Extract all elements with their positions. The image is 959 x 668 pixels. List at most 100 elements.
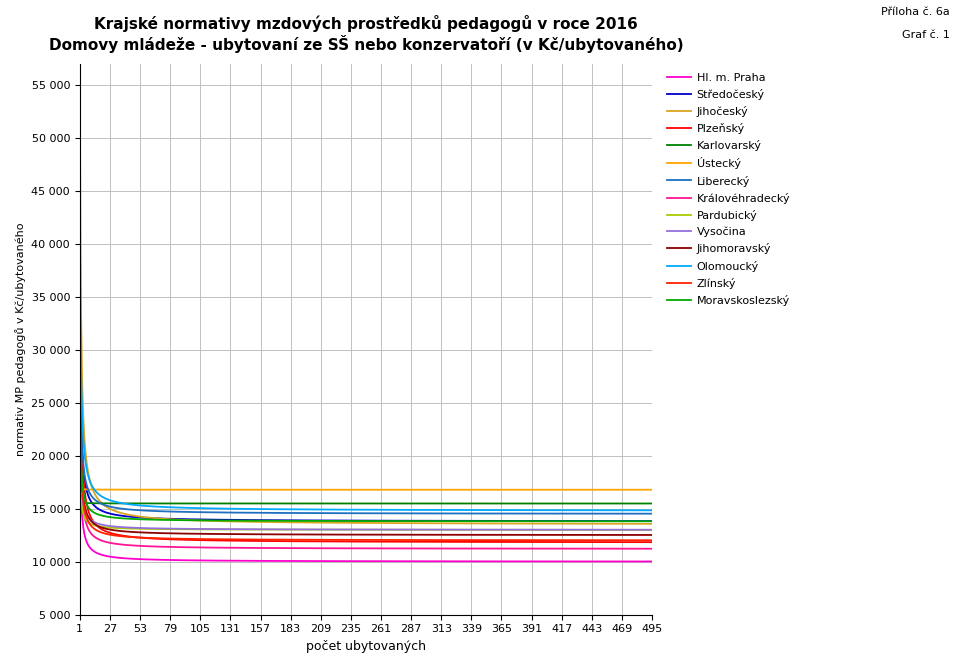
Středočeský — [130, 513, 142, 521]
Karlovarský — [172, 500, 183, 508]
Pardubický — [172, 525, 183, 533]
Královéhradecký — [646, 544, 658, 552]
Zlínský — [480, 536, 492, 544]
Plzeňský — [74, 272, 85, 280]
Jihočeský — [186, 516, 198, 524]
Karlovarský — [612, 500, 623, 508]
Jihočeský — [74, 92, 85, 100]
Jihočeský — [391, 519, 403, 527]
Hl. m. Praha — [186, 556, 198, 564]
Moravskoslezský — [646, 517, 658, 525]
Moravskoslezský — [612, 517, 623, 525]
Středočeský — [172, 515, 183, 523]
Pardubický — [130, 524, 142, 532]
Středočeský — [391, 517, 403, 525]
Liberecký — [186, 508, 198, 516]
Královéhradecký — [130, 542, 142, 550]
Jihomoravský — [74, 377, 85, 385]
Vysočina — [612, 526, 623, 534]
Ústecký — [130, 486, 142, 494]
Královéhradecký — [480, 544, 492, 552]
Pardubický — [391, 526, 403, 534]
Moravskoslezský — [186, 516, 198, 524]
Královéhradecký — [391, 544, 403, 552]
Plzeňský — [646, 538, 658, 546]
Karlovarský — [646, 500, 658, 508]
Plzeňský — [130, 533, 142, 541]
Line: Hl. m. Praha: Hl. m. Praha — [80, 424, 652, 562]
Královéhradecký — [172, 543, 183, 551]
Olomoucký — [74, 219, 85, 227]
Hl. m. Praha — [480, 557, 492, 565]
Olomoucký — [186, 504, 198, 512]
Královéhradecký — [186, 543, 198, 551]
Karlovarský — [480, 500, 492, 508]
Olomoucký — [646, 506, 658, 514]
Pardubický — [612, 526, 623, 534]
Ústecký — [391, 486, 403, 494]
Pardubický — [186, 525, 198, 533]
Zlínský — [74, 377, 85, 385]
Vysočina — [480, 526, 492, 534]
Line: Středočeský: Středočeský — [80, 307, 652, 521]
Line: Plzeňský: Plzeňský — [80, 276, 652, 542]
Line: Zlínský: Zlínský — [80, 381, 652, 540]
Středočeský — [612, 517, 623, 525]
Ústecký — [74, 484, 85, 492]
Jihočeský — [130, 512, 142, 520]
Y-axis label: normativ MP pedagogů v Kč/ubytovaného: normativ MP pedagogů v Kč/ubytovaného — [15, 222, 26, 456]
Karlovarský — [391, 500, 403, 508]
Line: Karlovarský: Karlovarský — [80, 500, 652, 504]
Pardubický — [646, 526, 658, 534]
Hl. m. Praha — [612, 558, 623, 566]
Moravskoslezský — [172, 516, 183, 524]
Středočeský — [74, 303, 85, 311]
Olomoucký — [391, 506, 403, 514]
Královéhradecký — [612, 544, 623, 552]
Vysočina — [646, 526, 658, 534]
Moravskoslezský — [130, 515, 142, 523]
Hl. m. Praha — [646, 558, 658, 566]
Plzeňský — [172, 536, 183, 544]
Moravskoslezský — [391, 517, 403, 525]
Karlovarský — [74, 496, 85, 504]
Jihočeský — [172, 516, 183, 524]
Zlínský — [646, 536, 658, 544]
Line: Vysočina: Vysočina — [80, 424, 652, 530]
Liberecký — [172, 508, 183, 516]
Liberecký — [612, 510, 623, 518]
Ústecký — [646, 486, 658, 494]
Ústecký — [480, 486, 492, 494]
Hl. m. Praha — [74, 420, 85, 428]
Olomoucký — [130, 501, 142, 509]
Moravskoslezský — [480, 517, 492, 525]
Jihočeský — [612, 520, 623, 528]
Pardubický — [480, 526, 492, 534]
Legend: Hl. m. Praha, Středočeský, Jihočeský, Plzeňský, Karlovarský, Ústecký, Liberecký,: Hl. m. Praha, Středočeský, Jihočeský, Pl… — [664, 69, 794, 309]
Plzeňský — [391, 538, 403, 546]
Vysočina — [391, 526, 403, 534]
Line: Jihočeský: Jihočeský — [80, 96, 652, 524]
Olomoucký — [480, 506, 492, 514]
Zlínský — [612, 536, 623, 544]
Moravskoslezský — [74, 399, 85, 407]
Line: Jihomoravský: Jihomoravský — [80, 381, 652, 535]
Královéhradecký — [74, 377, 85, 385]
Title: Krajské normativy mzdových prostředků pedagogů v roce 2016
Domovy mládeže - ubyt: Krajské normativy mzdových prostředků pe… — [49, 15, 683, 53]
Text: Graf č. 1: Graf č. 1 — [901, 30, 949, 40]
Jihomoravský — [130, 528, 142, 536]
Zlínský — [130, 533, 142, 541]
Pardubický — [74, 462, 85, 470]
Středočeský — [186, 515, 198, 523]
Vysočina — [172, 525, 183, 533]
Line: Pardubický: Pardubický — [80, 466, 652, 530]
Plzeňský — [612, 538, 623, 546]
Liberecký — [480, 510, 492, 518]
Vysočina — [186, 525, 198, 533]
X-axis label: počet ubytovaných: počet ubytovaných — [306, 640, 426, 653]
Zlínský — [172, 534, 183, 542]
Jihomoravský — [172, 530, 183, 538]
Olomoucký — [172, 504, 183, 512]
Line: Liberecký: Liberecký — [80, 313, 652, 514]
Line: Moravskoslezský: Moravskoslezský — [80, 403, 652, 521]
